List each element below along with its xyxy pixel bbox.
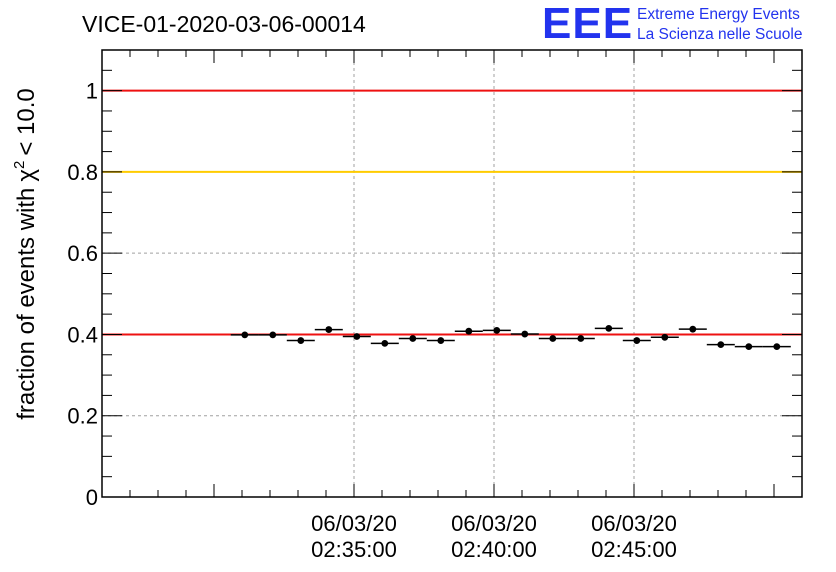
data-point xyxy=(773,343,781,351)
logo-line-1: Extreme Energy Events xyxy=(637,6,800,23)
data-point xyxy=(297,337,305,344)
x-tick-label-date: 06/03/20 xyxy=(591,511,677,536)
axis-ticks xyxy=(101,49,803,498)
y-axis-label-text: fraction of events with xyxy=(13,188,40,420)
y-axis-label-power: 2 xyxy=(11,161,28,169)
y-tick-label: 0.6 xyxy=(67,241,98,266)
data-point xyxy=(493,326,501,334)
data-point xyxy=(381,339,389,347)
y-tick-label: 0.2 xyxy=(67,404,98,429)
data-point xyxy=(353,333,361,340)
y-axis-label-threshold: < 10.0 xyxy=(13,88,40,155)
y-tick-label: 0.4 xyxy=(67,322,98,347)
y-tick-label: 1 xyxy=(86,79,98,104)
x-tick-label-time: 02:45:00 xyxy=(591,537,677,562)
data-point xyxy=(521,330,529,338)
reference-lines xyxy=(102,89,802,336)
data-point xyxy=(605,324,613,332)
data-point xyxy=(409,335,417,342)
data-point xyxy=(577,335,585,342)
data-point xyxy=(661,333,669,341)
x-tick-label-date: 06/03/20 xyxy=(311,511,397,536)
data-point xyxy=(549,335,557,342)
x-tick-labels: 06/03/2002:35:0006/03/2002:40:0006/03/20… xyxy=(311,511,677,562)
data-point xyxy=(437,337,445,344)
y-tick-labels: 0 0.2 0.4 0.6 0.8 1 xyxy=(67,79,98,510)
data-point xyxy=(633,337,641,344)
y-axis-label-symbol: χ xyxy=(13,169,40,182)
x-tick-label-date: 06/03/20 xyxy=(451,511,537,536)
y-tick-label: 0.8 xyxy=(67,160,98,185)
data-point xyxy=(325,326,333,333)
logo-mark: EEE xyxy=(542,0,633,48)
data-point xyxy=(745,343,753,351)
data-point xyxy=(269,331,277,339)
data-point xyxy=(717,341,725,349)
logo-line-2: La Scienza nelle Scuole xyxy=(637,26,802,43)
y-tick-label: 0 xyxy=(86,485,98,510)
data-point xyxy=(465,327,473,335)
y-axis-label: fraction of events with χ2 < 10.0 xyxy=(11,88,40,419)
grid xyxy=(102,50,802,497)
data-point xyxy=(689,325,697,333)
eee-logo: EEE Extreme Energy Events La Scienza nel… xyxy=(542,0,802,48)
chart-title: VICE-01-2020-03-06-00014 xyxy=(82,11,366,37)
data-point xyxy=(241,331,249,339)
plot-frame xyxy=(101,49,803,498)
data-points xyxy=(230,324,791,351)
x-tick-label-time: 02:40:00 xyxy=(451,537,537,562)
x-tick-label-time: 02:35:00 xyxy=(311,537,397,562)
